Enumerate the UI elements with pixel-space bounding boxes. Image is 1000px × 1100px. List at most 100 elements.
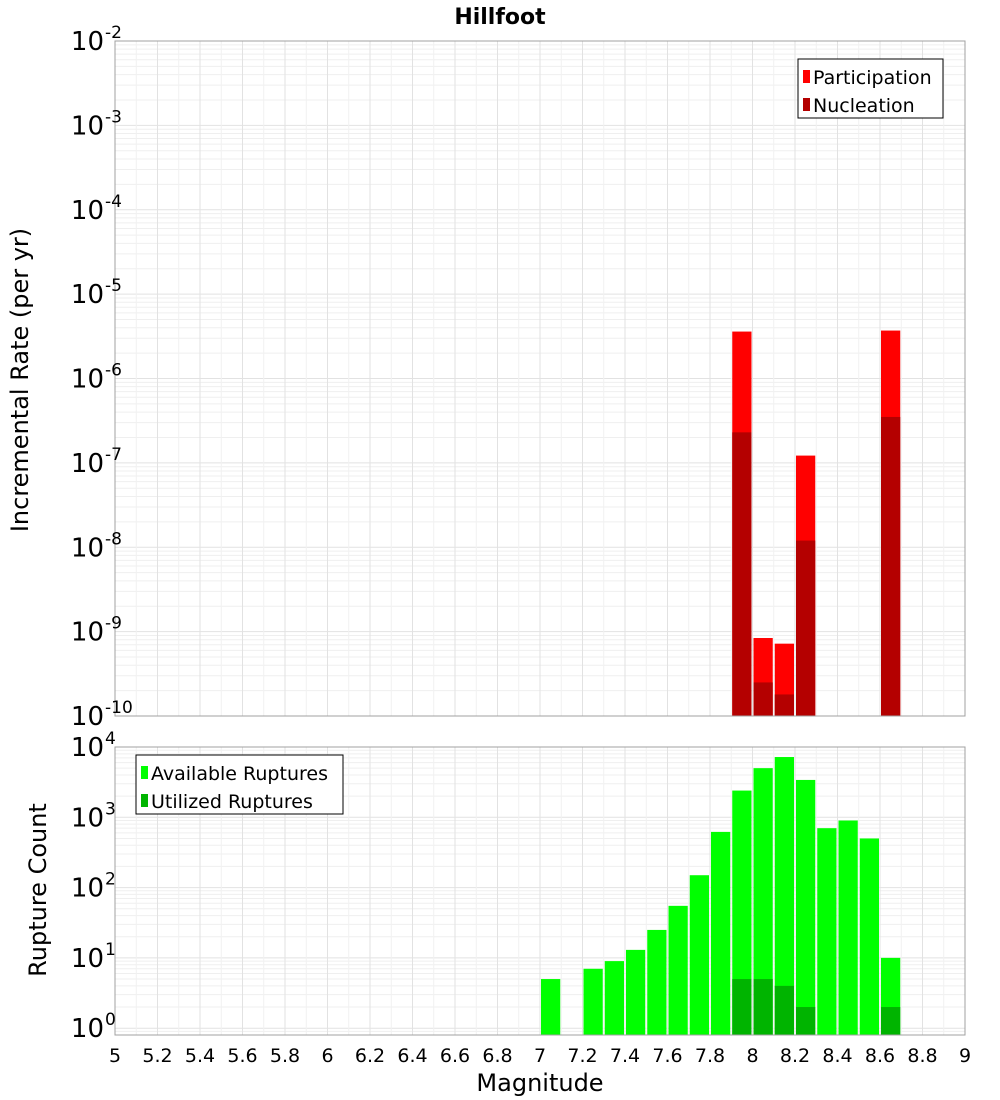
top-y-axis-label: Incremental Rate (per yr) xyxy=(6,228,34,532)
y-tick-base: 10 xyxy=(71,111,104,141)
top-grid xyxy=(114,41,966,717)
y-tick-label: 10 -9 xyxy=(71,614,122,648)
y-tick-base: 10 xyxy=(71,280,104,310)
y-tick-label: 10 -2 xyxy=(71,23,122,57)
top-bars xyxy=(732,330,901,716)
bar-primary xyxy=(732,790,752,1035)
bar-primary xyxy=(711,831,731,1035)
y-tick-exponent: 1 xyxy=(105,940,116,960)
x-tick-label: 6.4 xyxy=(397,1045,427,1067)
y-tick-label: 10 0 xyxy=(71,1010,116,1044)
y-tick-base: 10 xyxy=(71,733,104,763)
y-tick-base: 10 xyxy=(71,365,104,395)
y-tick-label: 10 -6 xyxy=(71,361,122,395)
y-tick-label: 10 2 xyxy=(71,870,116,904)
bottom-legend: Available Ruptures Utilized Ruptures xyxy=(135,754,344,815)
x-tick-label: 5.4 xyxy=(185,1045,215,1067)
x-axis-label: Magnitude xyxy=(476,1069,603,1097)
bar-primary xyxy=(774,757,794,1035)
y-tick-base: 10 xyxy=(71,944,104,974)
bottom-bars xyxy=(541,757,901,1035)
y-tick-base: 10 xyxy=(71,803,104,833)
x-tick-label: 6.2 xyxy=(355,1045,385,1067)
x-tick-label: 7 xyxy=(534,1045,546,1067)
x-tick-label: 8.6 xyxy=(865,1045,895,1067)
bar-secondary xyxy=(796,1007,816,1035)
y-tick-base: 10 xyxy=(71,874,104,904)
bar-secondary xyxy=(881,416,901,716)
y-tick-base: 10 xyxy=(71,1014,104,1044)
y-tick-exponent: -8 xyxy=(105,529,122,549)
x-tick-label: 6.6 xyxy=(440,1045,470,1067)
y-tick-exponent: 3 xyxy=(105,799,116,819)
y-tick-label: 10 1 xyxy=(71,940,116,974)
bar-primary xyxy=(604,961,624,1035)
legend-label: Available Ruptures xyxy=(151,763,328,785)
x-tick-label: 6.8 xyxy=(482,1045,512,1067)
top-legend: Participation Nucleation xyxy=(797,58,944,119)
legend-label: Utilized Ruptures xyxy=(151,791,313,813)
bar-primary xyxy=(689,875,709,1035)
y-tick-exponent: -4 xyxy=(105,192,122,212)
bar-primary xyxy=(838,820,858,1035)
y-tick-label: 10 -10 xyxy=(71,698,133,732)
bar-secondary xyxy=(881,1007,901,1035)
y-tick-base: 10 xyxy=(71,618,104,648)
y-tick-base: 10 xyxy=(71,196,104,226)
x-tick-label: 5.6 xyxy=(227,1045,257,1067)
x-tick-label: 8.8 xyxy=(907,1045,937,1067)
x-tick-label: 8 xyxy=(746,1045,758,1067)
bar-secondary xyxy=(774,985,794,1035)
bar-primary xyxy=(817,828,837,1035)
y-tick-label: 10 -5 xyxy=(71,276,122,310)
y-tick-label: 10 -3 xyxy=(71,107,122,141)
y-tick-exponent: -2 xyxy=(105,23,122,43)
bar-secondary xyxy=(732,432,752,716)
x-tick-label: 5 xyxy=(109,1045,121,1067)
x-tick-label: 5.2 xyxy=(142,1045,172,1067)
y-tick-exponent: -5 xyxy=(105,276,122,296)
chart-title: Hillfoot xyxy=(454,5,546,30)
bar-primary xyxy=(668,905,688,1035)
bar-primary xyxy=(753,768,773,1035)
legend-swatch xyxy=(141,766,148,779)
y-tick-label: 10 3 xyxy=(71,799,116,833)
bar-secondary xyxy=(774,694,794,716)
legend-swatch xyxy=(803,98,810,111)
bar-primary xyxy=(859,838,879,1035)
y-tick-exponent: 4 xyxy=(105,729,116,749)
legend-label: Participation xyxy=(813,67,932,89)
y-tick-label: 10 4 xyxy=(71,729,116,763)
bar-secondary xyxy=(753,979,773,1035)
x-tick-label: 7.2 xyxy=(567,1045,597,1067)
y-tick-label: 10 -8 xyxy=(71,529,122,563)
y-tick-exponent: -9 xyxy=(105,614,122,634)
legend-swatch xyxy=(803,70,810,83)
legend-swatch xyxy=(141,794,148,807)
bar-secondary xyxy=(732,979,752,1035)
x-tick-label: 9 xyxy=(959,1045,971,1067)
x-tick-labels: 5 5.2 5.4 5.6 5.8 6 6.2 6.4 6.6 6.8 7 7.2 7.4 7.6 7.8 8… xyxy=(109,1045,971,1067)
bottom-plot-frame xyxy=(114,746,966,1036)
bar-primary xyxy=(647,929,667,1035)
bar-primary xyxy=(541,979,561,1035)
y-tick-base: 10 xyxy=(71,533,104,563)
y-tick-label: 10 -7 xyxy=(71,445,122,479)
bar-primary xyxy=(583,968,603,1035)
x-tick-label: 7.6 xyxy=(652,1045,682,1067)
y-tick-base: 10 xyxy=(71,449,104,479)
legend-box xyxy=(797,58,944,119)
y-tick-exponent: -7 xyxy=(105,445,122,465)
x-tick-label: 7.8 xyxy=(695,1045,725,1067)
bar-primary xyxy=(796,779,816,1035)
top-plot-frame xyxy=(114,40,966,717)
x-tick-label: 8.4 xyxy=(822,1045,852,1067)
y-tick-exponent: -10 xyxy=(105,698,133,718)
y-tick-exponent: 0 xyxy=(105,1010,116,1030)
y-tick-label: 10 -4 xyxy=(71,192,122,226)
bottom-y-axis-label: Rupture Count xyxy=(24,803,52,977)
